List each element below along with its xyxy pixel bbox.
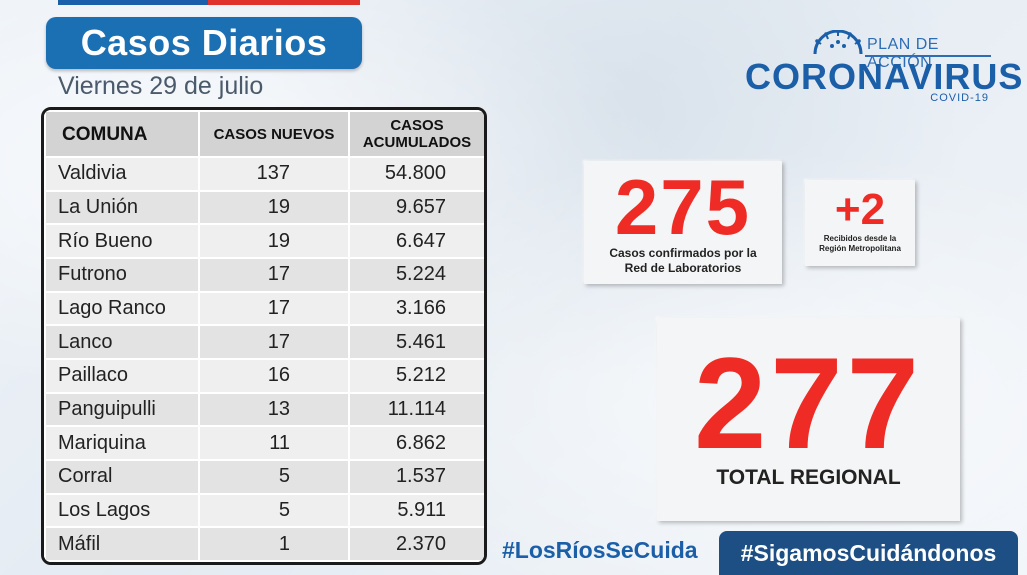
comuna-cell: Valdivia: [44, 156, 200, 192]
table-header-row: COMUNA CASOS NUEVOS CASOS ACUMULADOS: [44, 110, 484, 158]
received-cases-card: +2 Recibidos desde la Región Metropolita…: [805, 180, 915, 266]
casos-nuevos-cell: 5: [198, 458, 350, 495]
hashtag-sigamos: #SigamosCuidándonos: [740, 539, 997, 566]
comuna-cell: Mariquina: [44, 425, 200, 461]
casos-nuevos-cell: 13: [198, 391, 350, 428]
table-row: Panguipulli 13 11.114: [44, 391, 484, 428]
comuna-cell: Los Lagos: [44, 492, 200, 529]
received-caption-line2: Región Metropolitana: [819, 244, 901, 253]
table-row: Corral 5 1.537: [44, 458, 484, 495]
hashtag-los-rios: #LosRíosSeCuida: [502, 537, 698, 563]
page-title: Casos Diarios: [80, 22, 328, 63]
received-caption-line1: Recibidos desde la: [823, 234, 897, 243]
table-row: Lanco 17 5.461: [44, 324, 484, 360]
casos-nuevos-cell: 19: [198, 189, 350, 226]
confirmed-cases-value: 275: [614, 163, 752, 251]
casos-nuevos-cell: 17: [198, 290, 350, 327]
logo-plan-text: PLAN DE ACCIÓN: [867, 36, 939, 71]
casos-nuevos-cell: 16: [198, 357, 350, 394]
received-cases-value: +2: [834, 185, 886, 234]
comuna-cell: Futrono: [44, 256, 200, 293]
table-row: Valdivia 137 54.800: [44, 156, 484, 192]
confirmed-cases-card: 275 Casos confirmados por la Red de Labo…: [584, 161, 782, 284]
title-banner: Casos Diarios: [46, 17, 362, 69]
header-acumulados-line2: ACUMULADOS: [362, 134, 472, 151]
received-cases-caption: Recibidos desde la Región Metropolitana: [807, 234, 913, 254]
confirmed-cases-caption: Casos confirmados por la Red de Laborato…: [590, 246, 776, 276]
casos-acumulados-cell: 5.224: [348, 256, 484, 293]
table-row: Los Lagos 5 5.911: [44, 492, 484, 529]
total-regional-value: 277: [694, 330, 923, 476]
table-row: Río Bueno 19 6.647: [44, 223, 484, 259]
confirmed-caption-line2: Red de Laboratorios: [624, 261, 742, 275]
comuna-cell: Máfil: [44, 526, 200, 562]
casos-acumulados-cell: 6.647: [348, 223, 484, 259]
casos-acumulados-cell: 3.166: [348, 290, 484, 327]
logo-sub: COVID-19: [930, 92, 989, 104]
casos-nuevos-cell: 1: [198, 526, 350, 562]
casos-acumulados-cell: 5.461: [348, 324, 484, 360]
logo-underline: [865, 55, 991, 57]
header-comuna: COMUNA: [44, 110, 200, 158]
table-row: Mariquina 11 6.862: [44, 425, 484, 461]
comuna-cell: Corral: [44, 458, 200, 495]
confirmed-caption-line1: Casos confirmados por la: [609, 246, 757, 260]
virus-icon: [813, 30, 863, 55]
comuna-cell: La Unión: [44, 189, 200, 226]
casos-nuevos-cell: 17: [198, 324, 350, 360]
header-acumulados-line1: CASOS: [390, 117, 444, 134]
total-regional-card: 277 TOTAL REGIONAL: [657, 318, 960, 521]
total-regional-caption: TOTAL REGIONAL: [716, 466, 901, 489]
date-label: Viernes 29 de julio: [58, 72, 264, 100]
casos-acumulados-cell: 1.537: [348, 458, 484, 495]
flag-stripe: [58, 0, 360, 5]
header-nuevos: CASOS NUEVOS: [198, 110, 350, 158]
casos-nuevos-cell: 17: [198, 256, 350, 293]
table-row: Paillaco 16 5.212: [44, 357, 484, 394]
casos-acumulados-cell: 9.657: [348, 189, 484, 226]
casos-nuevos-cell: 137: [198, 156, 350, 192]
header-acumulados: CASOS ACUMULADOS: [348, 110, 484, 158]
cases-table: COMUNA CASOS NUEVOS CASOS ACUMULADOS Val…: [41, 107, 487, 565]
comuna-cell: Paillaco: [44, 357, 200, 394]
comuna-cell: Río Bueno: [44, 223, 200, 259]
casos-acumulados-cell: 6.862: [348, 425, 484, 461]
casos-nuevos-cell: 11: [198, 425, 350, 461]
casos-acumulados-cell: 5.212: [348, 357, 484, 394]
casos-nuevos-cell: 19: [198, 223, 350, 259]
flag-stripe-blue: [58, 0, 208, 5]
flag-stripe-red: [208, 0, 360, 5]
casos-nuevos-cell: 5: [198, 492, 350, 529]
casos-acumulados-cell: 5.911: [348, 492, 484, 529]
comuna-cell: Lanco: [44, 324, 200, 360]
casos-acumulados-cell: 11.114: [348, 391, 484, 428]
comuna-cell: Panguipulli: [44, 391, 200, 428]
logo-name: CORONAVIRUS: [745, 56, 1024, 97]
table-row: Máfil 1 2.370: [44, 526, 484, 562]
casos-acumulados-cell: 54.800: [348, 156, 484, 192]
table-body: Valdivia 137 54.800 La Unión 19 9.657 Río Buen…: [44, 156, 484, 562]
table-row: La Unión 19 9.657: [44, 189, 484, 226]
table-row: Lago Ranco 17 3.166: [44, 290, 484, 327]
hashtag-banner: #SigamosCuidándonos: [719, 531, 1018, 575]
casos-acumulados-cell: 2.370: [348, 526, 484, 562]
coronavirus-logo: PLAN DE ACCIÓN CORONAVIRUS COVID-19: [745, 28, 1022, 108]
table-row: Futrono 17 5.224: [44, 256, 484, 293]
comuna-cell: Lago Ranco: [44, 290, 200, 327]
